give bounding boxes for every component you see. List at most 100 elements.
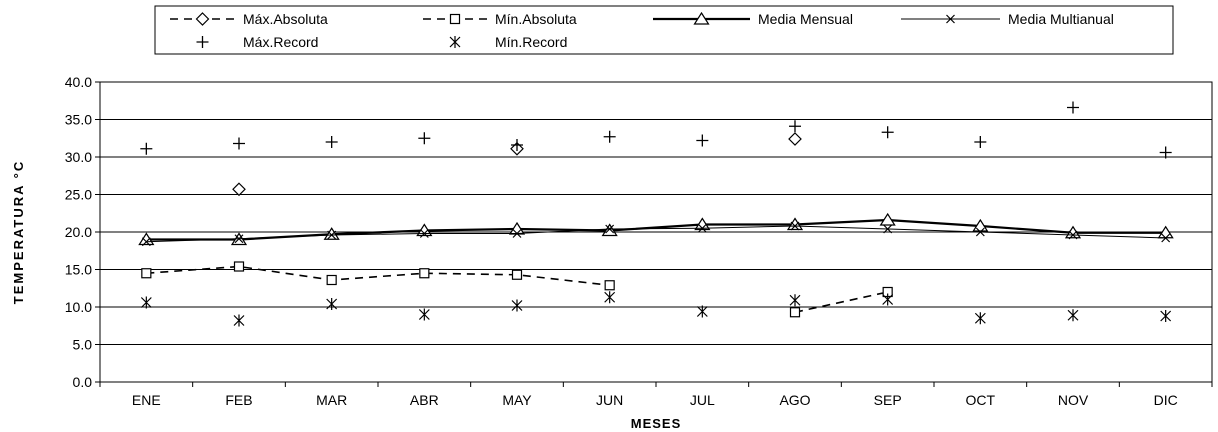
data-point [697, 223, 707, 233]
data-point [883, 224, 893, 234]
legend-marker [449, 13, 461, 25]
data-point [511, 139, 523, 151]
data-point [790, 221, 800, 231]
data-point [1160, 310, 1172, 322]
x-tick-label: SEP [874, 392, 902, 408]
x-tick-label: OCT [966, 392, 996, 408]
legend-label: Máx.Absoluta [243, 11, 328, 27]
legend-marker [693, 11, 710, 25]
y-tick-label: 5.0 [73, 337, 93, 353]
data-point [326, 274, 337, 286]
data-point [327, 230, 337, 240]
y-tick-label: 0.0 [73, 374, 93, 390]
data-point [233, 137, 245, 150]
y-tick-label: 40.0 [65, 74, 92, 90]
series-4 [140, 101, 1172, 159]
data-point [418, 308, 430, 321]
data-point [1067, 101, 1079, 114]
data-point [233, 314, 245, 327]
series-3 [141, 221, 1171, 247]
x-tick-label: MAY [502, 392, 532, 408]
data-point [789, 307, 801, 318]
data-point [788, 132, 802, 146]
series-line [146, 265, 610, 287]
legend-label: Media Multianual [1008, 11, 1114, 27]
series-0 [232, 132, 802, 197]
x-tick-label: FEB [225, 392, 252, 408]
data-point [603, 130, 616, 143]
legend-label: Mín.Absoluta [495, 11, 577, 27]
legend-marker [946, 14, 955, 24]
data-point [326, 298, 338, 310]
data-point [1161, 233, 1171, 243]
legend-label: Máx.Record [243, 34, 318, 50]
data-point [141, 268, 152, 279]
data-point [419, 229, 429, 238]
y-tick-label: 20.0 [65, 224, 92, 240]
y-tick-label: 15.0 [65, 262, 92, 278]
data-point [696, 134, 709, 147]
y-axis: 0.0 5.0 10.0 15.0 20.0 25.0 30.0 35.0 40.0 [65, 74, 100, 390]
legend-item: Mín.Absoluta [423, 11, 577, 27]
y-tick-label: 25.0 [65, 187, 92, 203]
x-tick-label: ENE [132, 392, 161, 408]
data-point [511, 299, 523, 312]
series-2 [138, 212, 1174, 246]
legend-label: Media Mensual [758, 11, 853, 27]
data-point [233, 261, 245, 272]
data-point [974, 312, 986, 325]
data-point [604, 291, 616, 304]
x-tick-label: DIC [1154, 392, 1178, 408]
data-point [1067, 309, 1079, 322]
series-line [794, 291, 888, 314]
x-tick-label: AGO [779, 392, 810, 408]
legend: Máx.Absoluta Mín.Absoluta Media Mensual Med… [170, 11, 1114, 50]
legend-item: Media Multianual [901, 11, 1114, 27]
data-point [141, 237, 151, 247]
y-tick-label: 10.0 [65, 299, 92, 315]
legend-box [154, 5, 1174, 55]
data-point [232, 182, 246, 197]
data-point [974, 136, 987, 148]
x-tick-label: JUL [690, 392, 715, 408]
data-point [975, 227, 985, 237]
series-1 [141, 261, 893, 318]
data-point [325, 136, 338, 148]
data-point [512, 229, 522, 238]
data-point [323, 227, 340, 240]
x-tick-label: MAR [316, 392, 347, 408]
data-point [879, 212, 896, 226]
series-line [146, 225, 1166, 243]
data-point [786, 217, 804, 231]
grid [100, 119, 1212, 345]
x-axis: ENE FEB MAR ABR MAY JUN JUL AGO SEP OCT NOV DIC [99, 382, 1213, 408]
legend-item: Mín.Record [449, 34, 567, 50]
data-point [511, 269, 523, 280]
x-axis-title: MESES [631, 416, 682, 431]
x-tick-label: NOV [1058, 392, 1089, 408]
x-tick-label: JUN [596, 392, 623, 408]
data-point [234, 234, 244, 244]
legend-marker [195, 12, 210, 26]
y-axis-title: TEMPERATURA °C [11, 160, 26, 304]
data-point [881, 126, 894, 139]
legend-marker [196, 36, 209, 48]
legend-item: Máx.Record [196, 34, 318, 50]
data-point [882, 293, 894, 306]
legend-item: Media Mensual [653, 11, 853, 27]
legend-label: Mín.Record [495, 34, 567, 50]
data-point [1068, 230, 1078, 240]
data-point [604, 280, 615, 291]
data-point [789, 294, 801, 307]
y-tick-label: 30.0 [65, 149, 92, 165]
data-point [605, 224, 615, 234]
x-tick-label: ABR [410, 392, 439, 408]
series-5 [140, 291, 1172, 327]
data-point [419, 268, 430, 279]
series-layer [138, 101, 1174, 327]
legend-item: Máx.Absoluta [170, 11, 328, 27]
data-point [140, 296, 152, 309]
data-point [696, 305, 708, 318]
legend-marker [449, 36, 461, 48]
